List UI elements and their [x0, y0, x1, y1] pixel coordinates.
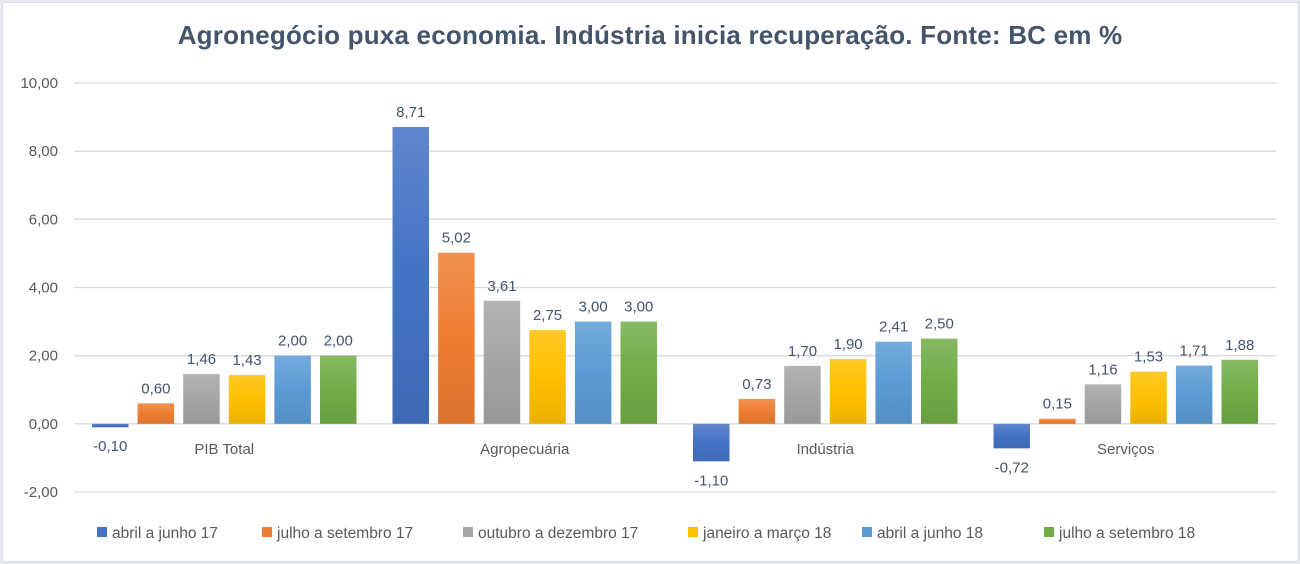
bar: [137, 403, 175, 424]
legend-swatch: [463, 527, 473, 537]
y-axis: 10,00 8,00 6,00 4,00 2,00 0,00 -2,00: [20, 75, 58, 501]
bar: [92, 423, 129, 428]
legend-swatch: [688, 527, 698, 537]
legend-swatch: [1044, 527, 1054, 537]
bar: [1175, 365, 1213, 424]
data-label: 1,71: [1180, 343, 1209, 360]
x-axis: PIB Total Agropecuária Indústria Serviços: [194, 441, 1154, 458]
data-label: 3,00: [579, 299, 608, 316]
data-label: 0,60: [141, 380, 170, 397]
gridlines: [74, 82, 1276, 493]
data-label: -0,10: [93, 438, 127, 455]
data-label: 5,02: [442, 230, 471, 247]
category-label: Serviços: [1097, 441, 1155, 458]
legend-item: janeiro a março 18: [688, 525, 831, 542]
data-label: 2,75: [533, 307, 562, 324]
bar: [875, 341, 912, 424]
bar: [829, 359, 867, 424]
chart-title: Agronegócio puxa economia. Indústria ini…: [177, 20, 1123, 50]
legend-swatch: [97, 527, 107, 537]
y-tick-label: 10,00: [20, 75, 58, 92]
data-label: 1,70: [788, 343, 817, 360]
legend-label: janeiro a março 18: [702, 525, 831, 542]
category-label: Indústria: [796, 441, 854, 458]
y-tick-label: 8,00: [29, 143, 58, 160]
legend-item: abril a junho 18: [862, 525, 983, 542]
data-label: 2,00: [324, 333, 353, 350]
data-label: 1,88: [1225, 337, 1254, 354]
data-label: 0,15: [1043, 396, 1072, 413]
legend-label: outubro a dezembro 17: [478, 525, 638, 542]
legend-item: julho a setembro 18: [1044, 525, 1195, 542]
data-label: 2,00: [278, 333, 307, 350]
bar: [183, 374, 220, 424]
data-label: 0,73: [742, 376, 771, 393]
legend-label: abril a junho 17: [112, 525, 218, 542]
y-tick-label: 0,00: [29, 416, 58, 433]
y-tick-label: 6,00: [29, 211, 58, 228]
data-label: 2,41: [879, 319, 908, 336]
legend-item: julho a setembro 17: [262, 525, 413, 542]
legend-swatch: [262, 527, 272, 537]
data-label: 1,53: [1134, 349, 1163, 366]
data-label: 1,46: [187, 351, 216, 368]
bar: [693, 423, 730, 462]
data-label: 1,90: [833, 336, 862, 353]
bar: [274, 355, 311, 424]
legend-label: julho a setembro 17: [276, 525, 413, 542]
bar: [1039, 418, 1076, 424]
data-label: 2,50: [925, 316, 954, 333]
data-label: 3,61: [487, 278, 516, 295]
bar: [228, 375, 266, 424]
data-labels: -0,10 0,60 1,46 1,43 2,00 2,00 8,71 5,02 3,61 2,7…: [93, 104, 1254, 489]
legend-swatch: [862, 527, 872, 537]
bar: [784, 365, 821, 424]
bar: [993, 423, 1030, 449]
data-label: -0,72: [995, 459, 1029, 476]
legend: abril a junho 17 julho a setembro 17 outub…: [97, 525, 1195, 542]
bar: [320, 355, 357, 424]
bar: [392, 126, 429, 424]
category-label: Agropecuária: [480, 441, 570, 458]
y-tick-label: -2,00: [24, 484, 58, 501]
data-label: 8,71: [396, 104, 425, 121]
data-label: 1,16: [1088, 361, 1117, 378]
bar: [1130, 371, 1167, 424]
legend-item: abril a junho 17: [97, 525, 218, 542]
data-label: 1,43: [232, 352, 261, 369]
data-label: -1,10: [694, 472, 728, 489]
legend-item: outubro a dezembro 17: [463, 525, 638, 542]
legend-label: abril a junho 18: [877, 525, 983, 542]
data-label: 3,00: [624, 299, 653, 316]
bar: [738, 398, 776, 424]
bar: [1084, 384, 1122, 424]
category-label: PIB Total: [194, 441, 254, 458]
bar: [574, 321, 612, 424]
y-tick-label: 2,00: [29, 348, 58, 365]
bar: [1221, 359, 1258, 424]
bar: [483, 300, 521, 424]
bar: [620, 321, 657, 424]
y-tick-label: 4,00: [29, 280, 58, 297]
bar: [529, 330, 566, 424]
bar: [438, 252, 475, 424]
bars: [92, 126, 1258, 462]
bar: [921, 338, 958, 424]
legend-label: julho a setembro 18: [1058, 525, 1195, 542]
